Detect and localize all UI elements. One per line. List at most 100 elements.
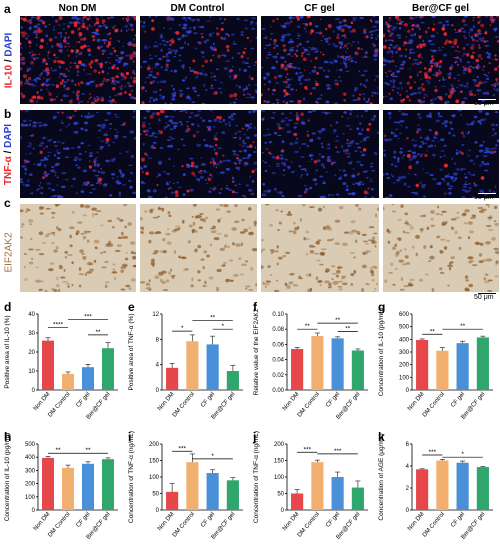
micrograph-tnf-cf-gel: [261, 110, 379, 198]
y-tick-label-j-4: 200: [274, 442, 285, 448]
y-tick-label-f-4: 0.08: [272, 327, 284, 333]
x-tick-label-f-0: Non DM: [282, 391, 301, 412]
sig-label-j-1: ***: [334, 448, 342, 455]
y-tick-label-f-2: 0.04: [272, 358, 284, 364]
sig-label-e-1: **: [210, 314, 216, 321]
bar-k-3: [476, 467, 489, 510]
bar-g-2: [456, 343, 469, 390]
panel-label-g: g: [378, 300, 386, 314]
micrograph-il10-dm-control: [140, 16, 257, 104]
sig-label-g-1: **: [460, 323, 466, 330]
y-axis-label-k: Concentration of AGE (μg/mL): [378, 433, 385, 520]
bar-k-0: [416, 469, 429, 510]
y-tick-label-d-2: 20: [28, 350, 35, 356]
y-tick-label-i-2: 100: [149, 475, 160, 481]
x-tick-label-d-0: Non DM: [33, 391, 52, 412]
row-label-dapi-a: DAPI: [3, 32, 15, 57]
y-tick-label-f-3: 0.06: [272, 342, 284, 348]
row-label-il10-dapi: IL-10 / DAPI: [0, 16, 18, 104]
panel-label-a: a: [4, 2, 11, 16]
bar-f-1: [311, 336, 324, 390]
panel-label-i: i: [128, 430, 132, 444]
panel-label-j: j: [253, 430, 257, 444]
row-label-eif2ak2: EIF2AK2: [0, 204, 18, 300]
x-tick-label-e-0: Non DM: [157, 391, 176, 412]
sig-label-i-0: ***: [178, 445, 186, 452]
bar-d-0: [42, 340, 54, 390]
y-tick-label-j-3: 150: [274, 459, 285, 465]
scale-text-b: 50 μm: [474, 194, 494, 201]
sig-label-d-1: ***: [84, 314, 92, 321]
scale-bar-c: [478, 293, 496, 294]
bar-f-2: [331, 338, 344, 390]
sig-label-j-0: ***: [303, 446, 311, 453]
sig-label-h-0: **: [55, 447, 61, 454]
row-label-eif2ak2-text: EIF2AK2: [3, 231, 15, 273]
bar-g-3: [476, 337, 489, 390]
panel-label-c: c: [4, 196, 11, 210]
micrograph-tnf-dm-control: [140, 110, 257, 198]
micrograph-tnf-ber-cf-gel: [383, 110, 499, 198]
bar-j-2: [331, 477, 344, 510]
chart-svg-g: Concentration of IL-10 (pg/mL) 0 100 200 300…: [378, 308, 493, 421]
micrograph-il10-cf-gel: [261, 16, 379, 104]
x-tick-label-i-2: CF gel: [200, 511, 216, 528]
y-tick-label-d-4: 40: [28, 312, 35, 318]
bar-e-3: [226, 371, 239, 390]
group-header-non-dm: Non DM: [58, 3, 97, 14]
chart-h: Concentration of IL-10 (pg/mL) 0 100 200 300…: [0, 433, 124, 548]
bar-e-1: [186, 341, 199, 390]
y-axis-label-i: Concentration of TNF-α (ng/mL): [128, 431, 135, 523]
sig-label-f-0: **: [305, 323, 311, 330]
x-tick-label-h-0: Non DM: [33, 511, 52, 532]
micrograph-eif2ak2-non-dm: [20, 204, 136, 292]
scale-bar-b: [478, 193, 496, 194]
bar-h-1: [62, 467, 74, 510]
y-axis-label-g: Concentration of IL-10 (pg/mL): [378, 308, 385, 397]
chart-e: Positive area of TNF-α (%) 0 4 8 12 Non DM DM …: [124, 304, 249, 428]
y-tick-label-i-0: 0: [156, 508, 160, 514]
group-header-ber-cf-gel: Ber@CF gel: [412, 3, 469, 14]
y-tick-label-e-1: 4: [156, 363, 160, 369]
chart-svg-f: Relative value of the EIF2AK2 0.00 0.02 0.0…: [253, 308, 368, 421]
y-tick-label-f-1: 0.02: [272, 373, 284, 379]
bar-f-3: [351, 350, 364, 390]
x-tick-label-i-0: Non DM: [157, 511, 176, 532]
y-axis-label-f: Relative value of the EIF2AK2: [253, 308, 260, 395]
y-tick-label-h-2: 200: [25, 482, 36, 488]
y-tick-label-h-5: 500: [25, 442, 36, 448]
bar-j-0: [291, 493, 304, 510]
y-axis-label-d: Positive area of IL-10 (%): [4, 315, 11, 388]
y-tick-label-d-0: 0: [32, 388, 36, 394]
x-tick-label-j-2: CF gel: [325, 511, 341, 528]
panel-label-k: k: [378, 430, 385, 444]
y-tick-label-k-0: 0: [406, 508, 410, 514]
chart-svg-i: Concentration of TNF-α (ng/mL) 0 50 100 150 2…: [128, 431, 243, 541]
y-axis-label-h: Concentration of IL-10 (pg/mL): [4, 433, 11, 522]
y-tick-label-e-0: 0: [156, 388, 160, 394]
chart-f: Relative value of the EIF2AK2 0.00 0.02 0.0…: [249, 304, 374, 428]
panel-label-h: h: [4, 430, 12, 444]
y-tick-label-f-5: 0.10: [272, 312, 284, 318]
x-tick-label-k-0: Non DM: [407, 511, 426, 532]
y-tick-label-d-1: 10: [28, 369, 35, 375]
y-tick-label-g-2: 200: [399, 363, 410, 369]
bar-g-0: [416, 339, 429, 390]
y-tick-label-i-3: 150: [149, 459, 160, 465]
bar-i-3: [226, 480, 239, 510]
bar-i-2: [206, 473, 219, 510]
x-tick-label-h-2: CF gel: [76, 511, 92, 528]
panel-label-d: d: [4, 300, 12, 314]
y-tick-label-i-4: 200: [149, 442, 160, 448]
y-tick-label-f-0: 0.00: [272, 388, 284, 394]
sig-label-e-0: *: [181, 325, 184, 332]
bar-e-0: [166, 367, 179, 390]
y-tick-label-k-1: 2: [406, 486, 410, 492]
sig-label-d-0: ****: [53, 321, 64, 328]
bar-d-3: [102, 348, 114, 390]
sig-label-d-2: **: [95, 329, 101, 336]
y-tick-label-k-2: 4: [406, 464, 410, 470]
bar-i-0: [166, 491, 179, 510]
